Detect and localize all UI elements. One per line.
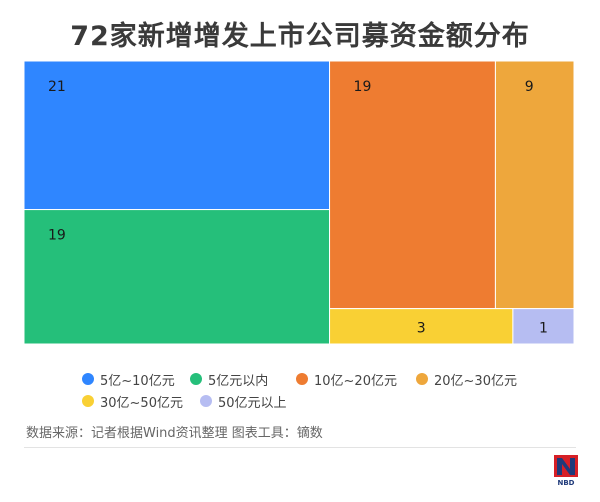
legend-row-1: 5亿~10亿元 5亿元以内 10亿~20亿元 20亿~30亿元 bbox=[82, 369, 600, 389]
legend-item: 5亿元以内 bbox=[190, 370, 296, 389]
legend-item: 10亿~20亿元 bbox=[296, 370, 416, 389]
treemap-rect bbox=[329, 60, 496, 310]
source-note: 数据来源：记者根据Wind资讯整理 图表工具：镝数 bbox=[26, 426, 323, 441]
logo-text: NBD bbox=[557, 479, 574, 487]
legend-item: 50亿元以上 bbox=[200, 392, 287, 411]
legend-dot bbox=[82, 373, 94, 385]
treemap-value-label: 9 bbox=[525, 79, 534, 95]
legend-row-2: 30亿~50亿元 50亿元以上 bbox=[82, 391, 600, 411]
treemap-value-label: 1 bbox=[539, 320, 548, 336]
legend-label: 30亿~50亿元 bbox=[100, 395, 183, 411]
legend-dot bbox=[82, 395, 94, 407]
treemap-cell: 19 bbox=[23, 209, 331, 345]
treemap-cell: 21 bbox=[23, 60, 331, 211]
chart-title: 72家新增增发上市公司募资金额分布 bbox=[70, 21, 530, 52]
treemap-rect bbox=[23, 209, 331, 345]
treemap-chart: 21 19 19 9 3 1 bbox=[23, 60, 575, 345]
legend-dot bbox=[416, 373, 428, 385]
treemap-value-label: 19 bbox=[48, 228, 66, 244]
treemap-cell: 3 bbox=[329, 308, 514, 345]
legend-item: 20亿~30亿元 bbox=[416, 370, 517, 389]
legend-item: 30亿~50亿元 bbox=[82, 392, 200, 411]
treemap-rect bbox=[329, 308, 514, 345]
legend-label: 10亿~20亿元 bbox=[314, 373, 397, 389]
legend-label: 20亿~30亿元 bbox=[434, 373, 517, 389]
legend-dot bbox=[200, 395, 212, 407]
legend-label: 50亿元以上 bbox=[218, 395, 287, 411]
divider bbox=[24, 447, 576, 448]
legend-label: 5亿~10亿元 bbox=[100, 373, 175, 389]
legend-dot bbox=[296, 373, 308, 385]
legend-label: 5亿元以内 bbox=[208, 373, 269, 389]
treemap-rect bbox=[512, 308, 575, 345]
treemap-value-label: 3 bbox=[417, 320, 426, 336]
treemap-value-label: 21 bbox=[48, 79, 66, 95]
treemap-cell: 19 bbox=[329, 60, 496, 310]
legend-dot bbox=[190, 373, 202, 385]
nbd-logo-icon: NBD bbox=[554, 455, 578, 487]
legend-item: 5亿~10亿元 bbox=[82, 370, 190, 389]
treemap-cell: 9 bbox=[494, 60, 575, 310]
treemap-cell: 1 bbox=[512, 308, 575, 345]
treemap-rect bbox=[23, 60, 331, 211]
treemap-rect bbox=[494, 60, 575, 310]
legend: 5亿~10亿元 5亿元以内 10亿~20亿元 20亿~30亿元 30亿~50亿元… bbox=[0, 369, 600, 411]
treemap-value-label: 19 bbox=[354, 79, 372, 95]
